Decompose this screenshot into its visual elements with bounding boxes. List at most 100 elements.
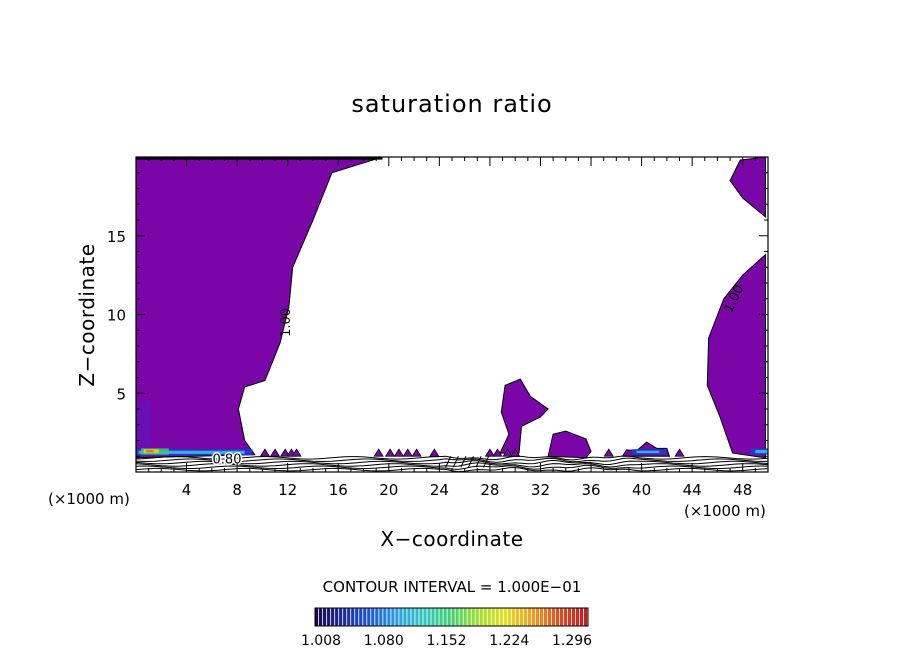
- colorbar-stripe: [475, 608, 479, 626]
- surface-band-9: [136, 401, 152, 447]
- region-left: [136, 157, 383, 459]
- region-mid-30: [499, 378, 549, 454]
- colorbar-stripe: [403, 608, 407, 626]
- colorbar-stripe: [383, 608, 387, 626]
- surface-cell-10: [429, 448, 440, 457]
- surface-cell-12: [492, 448, 503, 457]
- colorbar-stripe: [563, 608, 568, 626]
- colorbar-stripe: [523, 608, 527, 626]
- contour-stroke-1: [452, 456, 459, 468]
- colorbar-label: 1.296: [552, 633, 592, 649]
- colorbar-stripe: [483, 608, 487, 626]
- colorbar-stripe: [371, 608, 375, 626]
- colorbar-stripe: [339, 608, 343, 626]
- colorbar-stripe: [343, 608, 347, 626]
- surface-cell-8: [402, 448, 413, 457]
- surface-cell-15: [603, 448, 614, 457]
- colorbar-stripe: [547, 608, 552, 626]
- colorbar-stripe: [399, 608, 403, 626]
- contour-stroke-5: [483, 456, 490, 468]
- colorbar-stripe: [459, 608, 463, 626]
- contour-line-4: [136, 457, 768, 463]
- surface-cell-16: [674, 448, 685, 457]
- colorbar-stripe: [387, 608, 391, 626]
- x-tick-label: 48: [733, 481, 752, 499]
- colorbar-stripe: [515, 608, 519, 626]
- colorbar-stripe: [507, 608, 511, 626]
- colorbar-stripe: [319, 608, 323, 626]
- colorbar-stripe: [351, 608, 355, 626]
- x-tick-label: 8: [232, 481, 242, 499]
- surface-cell-6: [384, 448, 396, 457]
- colorbar-stripe: [575, 608, 580, 626]
- x-tick-label: 16: [329, 481, 348, 499]
- contour-line-2: [136, 462, 768, 468]
- x-tick-label: 24: [430, 481, 449, 499]
- colorbar-stripe: [315, 608, 319, 626]
- colorbar-stripe: [499, 608, 503, 626]
- colorbar-label: 1.080: [364, 633, 404, 649]
- x-tick-label: 20: [379, 481, 398, 499]
- colorbar-stripe: [359, 608, 363, 626]
- colorbar-stripe: [439, 608, 443, 626]
- colorbar: 1.008 1.080 1.152 1.224 1.296: [301, 607, 592, 649]
- colorbar-stripe: [463, 608, 467, 626]
- x-unit-right: (×1000 m): [684, 502, 766, 520]
- colorbar-stripe: [543, 608, 548, 626]
- surface-band-6: [636, 450, 660, 454]
- x-tick-label: 28: [480, 481, 499, 499]
- surface-cell-13: [502, 448, 513, 457]
- x-unit-left: (×1000 m): [48, 490, 130, 508]
- chart-title: saturation ratio: [351, 90, 552, 118]
- surface-cell-0: [259, 448, 271, 457]
- contour-stroke-3: [467, 456, 474, 468]
- colorbar-stripe: [447, 608, 451, 626]
- colorbar-stripe: [583, 608, 588, 626]
- y-tick-label: 15: [107, 228, 126, 246]
- surface-band-8: [755, 449, 768, 454]
- surface-cell-9: [411, 448, 422, 457]
- region-mid-34: [547, 430, 592, 459]
- colorbar-stripe: [467, 608, 471, 626]
- colorbar-stripe: [427, 608, 431, 626]
- x-tick-label: 40: [632, 481, 651, 499]
- colorbar-stripe: [503, 608, 507, 626]
- colorbar-stripe: [423, 608, 427, 626]
- colorbar-label: 1.224: [489, 633, 529, 649]
- colorbar-stripe: [527, 608, 531, 626]
- surface-cell-2: [280, 448, 291, 457]
- surface-cell-11: [484, 448, 496, 457]
- y-axis-label: Z−coordinate: [75, 243, 99, 386]
- contour-stroke-0: [445, 456, 452, 468]
- colorbar-stripe: [571, 608, 576, 626]
- surface-cell-5: [373, 448, 384, 457]
- colorbar-stripe: [363, 608, 367, 626]
- x-tick-label: 44: [683, 481, 702, 499]
- colorbar-stripe: [431, 608, 435, 626]
- x-tick-label: 12: [278, 481, 297, 499]
- colorbar-stripe: [495, 608, 499, 626]
- colorbar-stripe: [559, 608, 564, 626]
- colorbar-stripe: [375, 608, 379, 626]
- colorbar-stripe: [491, 608, 495, 626]
- colorbar-stripe: [419, 608, 423, 626]
- colorbar-stripe: [443, 608, 447, 626]
- colorbar-stripe: [335, 608, 339, 626]
- colorbar-stripe: [555, 608, 560, 626]
- colorbar-stripe: [411, 608, 415, 626]
- region-right-top: [729, 157, 766, 218]
- x-tick-label: 36: [581, 481, 600, 499]
- colorbar-stripe: [579, 608, 584, 626]
- x-axis-label: X−coordinate: [380, 527, 523, 551]
- x-tick-label: 4: [182, 481, 192, 499]
- surface-band-4: [146, 449, 154, 453]
- contour-label-0: 1.00: [279, 308, 294, 337]
- colorbar-stripe: [415, 608, 419, 626]
- contour-stroke-4: [475, 456, 482, 468]
- contour-line-3: [136, 459, 768, 466]
- colorbar-stripe: [511, 608, 515, 626]
- field-layer: [136, 157, 768, 472]
- y-tick-label: 10: [107, 307, 126, 325]
